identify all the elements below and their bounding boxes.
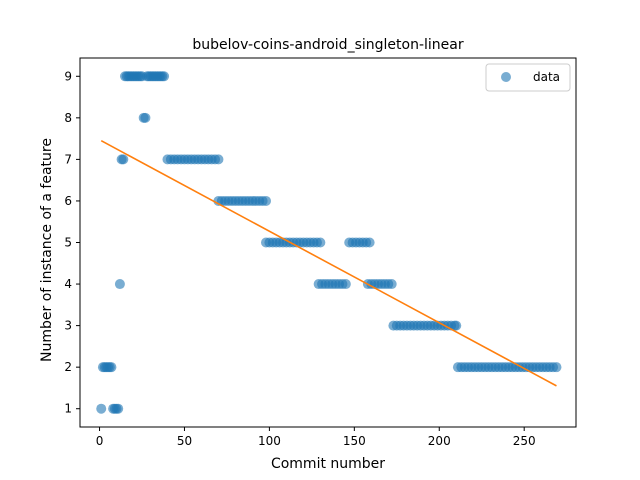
y-tick-label: 6 [64,194,72,208]
y-tick-label: 4 [64,277,72,291]
x-tick-label: 100 [258,434,281,448]
data-point [340,279,351,290]
chart-title: bubelov-coins-android_singleton-linear [192,37,463,53]
data-point [364,237,375,248]
y-tick-label: 2 [64,360,72,374]
legend-label-data: data [533,70,560,84]
y-axis-label: Number of instance of a feature [39,138,55,362]
x-axis-label: Commit number [271,456,385,472]
x-tick-label: 250 [513,434,536,448]
data-point [114,279,125,290]
data-point [213,154,224,165]
x-tick-label: 0 [96,434,104,448]
data-point [96,403,107,414]
data-point [261,195,271,206]
data-point [315,237,326,248]
y-tick-label: 3 [64,319,72,333]
y-tick-label: 9 [64,69,72,83]
plot-area [79,57,577,428]
x-tick-label: 200 [428,434,451,448]
data-point [159,71,170,82]
legend-marker [501,72,511,82]
trend-line [100,139,557,387]
y-tick-label: 8 [64,111,72,125]
y-tick-label: 1 [64,402,72,416]
y-axis-ticks: 1 2 3 4 5 6 7 8 9 [64,69,80,416]
legend: data [485,63,571,92]
x-tick-label: 50 [177,434,192,448]
data-point [451,320,462,331]
x-tick-label: 150 [343,434,366,448]
data-point [140,112,151,123]
data-point [118,154,129,165]
x-axis-ticks: 0 50 100 150 200 250 [96,427,536,448]
y-tick-label: 7 [64,152,72,166]
data-point [106,362,117,373]
data-point [551,362,562,373]
data-point [386,279,397,290]
legend-frame [485,63,571,92]
y-tick-label: 5 [64,236,72,250]
data-point [113,403,124,414]
